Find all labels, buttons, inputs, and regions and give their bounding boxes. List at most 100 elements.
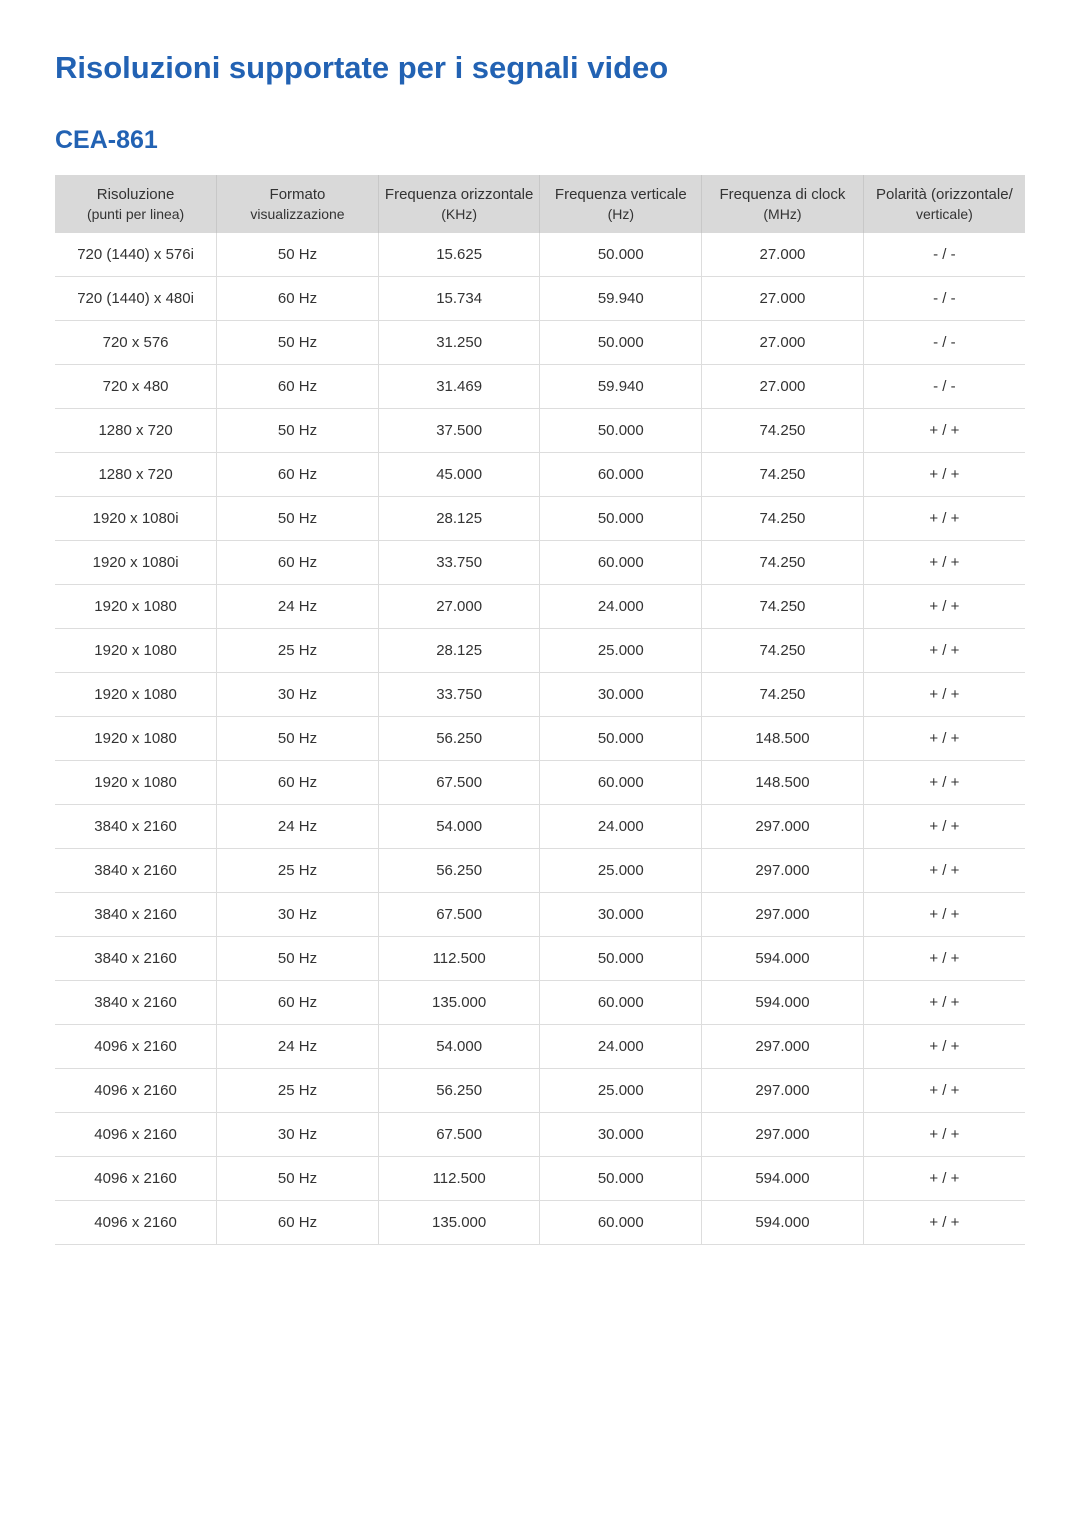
table-cell: + / + [863, 1112, 1025, 1156]
table-cell: 27.000 [378, 584, 540, 628]
table-row: 720 (1440) x 480i60 Hz15.73459.94027.000… [55, 276, 1025, 320]
table-cell: 28.125 [378, 496, 540, 540]
table-row: 720 (1440) x 576i50 Hz15.62550.00027.000… [55, 233, 1025, 277]
table-cell: + / + [863, 408, 1025, 452]
table-cell: 24 Hz [217, 804, 379, 848]
table-cell: 3840 x 2160 [55, 848, 217, 892]
table-row: 4096 x 216030 Hz67.50030.000297.000+ / + [55, 1112, 1025, 1156]
table-cell: 25 Hz [217, 628, 379, 672]
table-cell: 594.000 [702, 1200, 864, 1244]
table-cell: 720 x 576 [55, 320, 217, 364]
table-row: 3840 x 216050 Hz112.50050.000594.000+ / … [55, 936, 1025, 980]
table-cell: 720 (1440) x 480i [55, 276, 217, 320]
table-cell: 50 Hz [217, 1156, 379, 1200]
table-cell: 30.000 [540, 892, 702, 936]
table-cell: 50.000 [540, 408, 702, 452]
table-cell: 4096 x 2160 [55, 1156, 217, 1200]
table-cell: 60.000 [540, 540, 702, 584]
table-cell: 297.000 [702, 1024, 864, 1068]
table-cell: 67.500 [378, 760, 540, 804]
table-row: 1920 x 1080i60 Hz33.75060.00074.250+ / + [55, 540, 1025, 584]
table-row: 1280 x 72050 Hz37.50050.00074.250+ / + [55, 408, 1025, 452]
column-header: Frequenza orizzontale(KHz) [378, 175, 540, 233]
table-cell: 60.000 [540, 760, 702, 804]
column-header: Polarità (orizzontale/verticale) [863, 175, 1025, 233]
table-cell: 50.000 [540, 716, 702, 760]
table-cell: 1920 x 1080 [55, 760, 217, 804]
table-header-row: Risoluzione(punti per linea)Formatovisua… [55, 175, 1025, 233]
table-cell: 4096 x 2160 [55, 1068, 217, 1112]
table-cell: 30 Hz [217, 892, 379, 936]
table-cell: 4096 x 2160 [55, 1112, 217, 1156]
table-cell: 50 Hz [217, 716, 379, 760]
column-header-line2: visualizzazione [223, 205, 372, 223]
table-cell: 24.000 [540, 584, 702, 628]
table-cell: 1920 x 1080 [55, 672, 217, 716]
table-cell: 112.500 [378, 1156, 540, 1200]
table-cell: 27.000 [702, 233, 864, 277]
table-cell: 4096 x 2160 [55, 1200, 217, 1244]
table-cell: 50 Hz [217, 233, 379, 277]
table-cell: + / + [863, 628, 1025, 672]
table-cell: 59.940 [540, 276, 702, 320]
table-cell: 25 Hz [217, 1068, 379, 1112]
table-cell: 50.000 [540, 496, 702, 540]
table-cell: + / + [863, 760, 1025, 804]
table-cell: 37.500 [378, 408, 540, 452]
table-cell: 148.500 [702, 716, 864, 760]
table-cell: 60 Hz [217, 540, 379, 584]
table-cell: 3840 x 2160 [55, 980, 217, 1024]
table-cell: + / + [863, 1156, 1025, 1200]
table-cell: 24 Hz [217, 1024, 379, 1068]
column-header-line2: verticale) [870, 205, 1019, 223]
table-cell: + / + [863, 1200, 1025, 1244]
table-row: 1920 x 108024 Hz27.00024.00074.250+ / + [55, 584, 1025, 628]
table-cell: 297.000 [702, 848, 864, 892]
table-row: 1920 x 108030 Hz33.75030.00074.250+ / + [55, 672, 1025, 716]
table-cell: 31.250 [378, 320, 540, 364]
table-cell: 67.500 [378, 1112, 540, 1156]
column-header-line1: Polarità (orizzontale/ [876, 186, 1013, 203]
table-body: 720 (1440) x 576i50 Hz15.62550.00027.000… [55, 233, 1025, 1245]
table-cell: 60 Hz [217, 760, 379, 804]
table-cell: 594.000 [702, 980, 864, 1024]
table-cell: 50 Hz [217, 408, 379, 452]
column-header-line2: (punti per linea) [61, 205, 210, 223]
column-header: Frequenza di clock (MHz) [702, 175, 864, 233]
table-cell: 31.469 [378, 364, 540, 408]
table-cell: - / - [863, 233, 1025, 277]
table-cell: + / + [863, 540, 1025, 584]
table-cell: 297.000 [702, 892, 864, 936]
table-row: 4096 x 216025 Hz56.25025.000297.000+ / + [55, 1068, 1025, 1112]
table-cell: 60 Hz [217, 276, 379, 320]
table-row: 3840 x 216030 Hz67.50030.000297.000+ / + [55, 892, 1025, 936]
table-cell: 30 Hz [217, 672, 379, 716]
table-cell: + / + [863, 672, 1025, 716]
table-cell: 3840 x 2160 [55, 892, 217, 936]
table-cell: 74.250 [702, 452, 864, 496]
table-cell: 60.000 [540, 452, 702, 496]
table-cell: 27.000 [702, 276, 864, 320]
table-cell: 74.250 [702, 584, 864, 628]
table-cell: 1280 x 720 [55, 408, 217, 452]
table-cell: + / + [863, 804, 1025, 848]
table-cell: 60 Hz [217, 364, 379, 408]
table-cell: 50.000 [540, 936, 702, 980]
table-cell: 50.000 [540, 233, 702, 277]
table-cell: 60 Hz [217, 452, 379, 496]
table-cell: 24.000 [540, 804, 702, 848]
table-cell: 54.000 [378, 1024, 540, 1068]
table-row: 3840 x 216025 Hz56.25025.000297.000+ / + [55, 848, 1025, 892]
table-cell: 1920 x 1080 [55, 628, 217, 672]
table-cell: 67.500 [378, 892, 540, 936]
table-cell: 594.000 [702, 936, 864, 980]
table-cell: + / + [863, 716, 1025, 760]
table-row: 3840 x 216060 Hz135.00060.000594.000+ / … [55, 980, 1025, 1024]
table-cell: 30.000 [540, 672, 702, 716]
table-cell: 74.250 [702, 496, 864, 540]
table-row: 1920 x 108025 Hz28.12525.00074.250+ / + [55, 628, 1025, 672]
page-title: Risoluzioni supportate per i segnali vid… [55, 50, 1025, 86]
table-row: 4096 x 216050 Hz112.50050.000594.000+ / … [55, 1156, 1025, 1200]
column-header-line1: Frequenza di clock [720, 186, 846, 203]
column-header-line2: (MHz) [708, 205, 857, 223]
